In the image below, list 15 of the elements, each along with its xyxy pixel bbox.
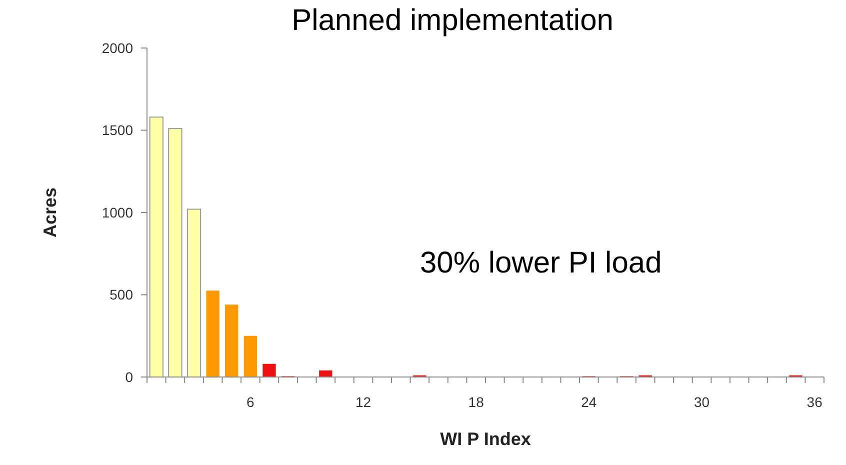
x-tick-label: 36 xyxy=(806,394,823,410)
x-tick-label: 6 xyxy=(246,394,255,410)
y-tick-label: 500 xyxy=(110,286,134,303)
x-tick-label: 24 xyxy=(581,394,597,410)
y-tick-label: 1500 xyxy=(102,122,134,138)
x-tick-label: 18 xyxy=(468,394,484,410)
y-tick-label: 0 xyxy=(125,368,134,385)
x-tick-label: 30 xyxy=(694,394,710,410)
chart-title: Planned implementation xyxy=(292,4,614,37)
y-tick-label: 2000 xyxy=(102,40,134,56)
x-tick-label: 12 xyxy=(355,394,372,410)
x-axis-title: WI P Index xyxy=(440,429,531,449)
y-axis-title: Acres xyxy=(40,187,60,238)
y-tick-label: 1000 xyxy=(102,204,134,220)
annotation: 30% lower PI load xyxy=(420,246,662,280)
